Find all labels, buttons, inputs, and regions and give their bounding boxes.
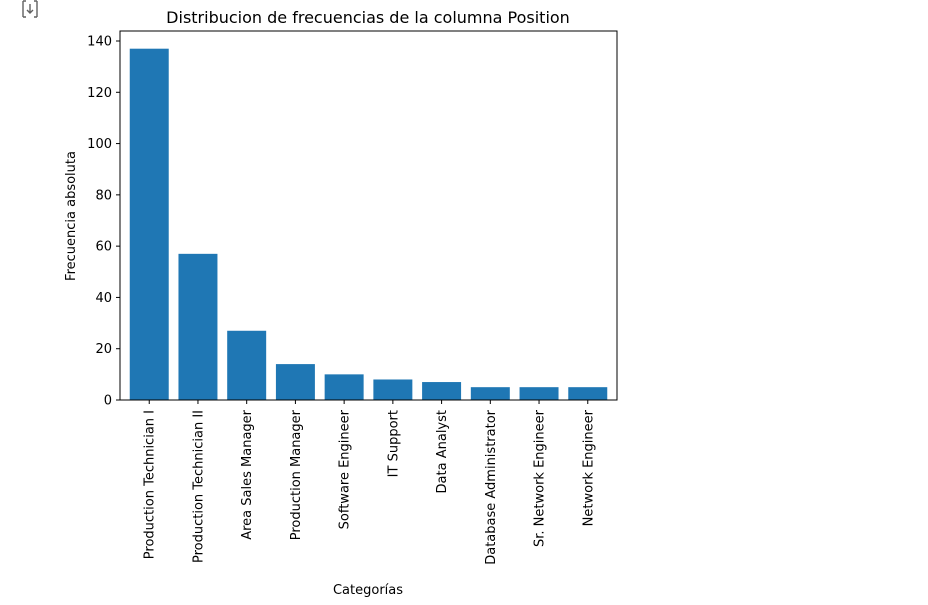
x-tick-label: Sr. Network Engineer [533,409,548,547]
plot-frame [119,30,618,401]
x-tick-label: Network Engineer [581,409,596,526]
y-tick-label: 0 [104,394,112,409]
bar [178,253,218,400]
bar [568,387,608,400]
y-tick-label: 40 [95,291,112,306]
x-axis-label: Categorías [333,583,403,598]
output-expand-icon[interactable] [20,0,40,18]
y-tick-label: 100 [87,137,112,152]
x-tick-label: Production Technician I [143,410,158,559]
x-tick-label: Database Administrator [484,409,499,564]
bar [519,387,559,400]
bar [324,374,364,400]
bar [373,379,413,400]
y-tick-label: 60 [95,240,112,255]
bar [275,364,315,400]
bar [422,382,462,400]
x-tick-label: Production Manager [289,409,304,540]
x-tick-label: IT Support [386,410,401,477]
x-tick-label: Area Sales Manager [240,409,255,539]
x-tick-label: Software Engineer [338,409,353,529]
bar [129,48,169,400]
x-tick-label: Production Technician II [191,410,206,563]
bar [470,387,510,400]
bar [227,330,267,400]
y-tick-label: 80 [95,188,112,203]
y-tick-label: 20 [95,342,112,357]
x-tick-label: Data Analyst [435,410,450,493]
y-axis-label: Frecuencia absoluta [64,151,79,281]
chart-title: Distribucion de frecuencias de la column… [166,8,570,27]
y-tick-label: 120 [87,86,112,101]
y-tick-label: 140 [87,35,112,50]
